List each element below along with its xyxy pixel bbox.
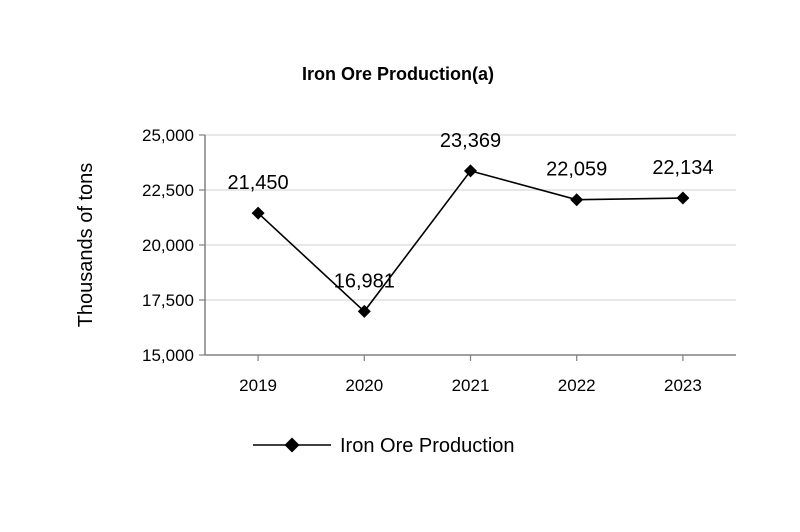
data-label: 22,134 bbox=[652, 157, 713, 179]
legend-label: Iron Ore Production bbox=[340, 435, 515, 457]
x-tick-label: 2023 bbox=[664, 376, 702, 395]
y-tick-label: 25,000 bbox=[142, 126, 194, 145]
y-tick-label: 20,000 bbox=[142, 236, 194, 255]
data-point-marker bbox=[464, 164, 477, 178]
data-point-marker bbox=[251, 206, 265, 220]
data-label: 16,981 bbox=[334, 270, 395, 292]
x-tick-label: 2019 bbox=[239, 376, 277, 395]
y-tick-label: 22,500 bbox=[142, 181, 194, 200]
legend: Iron Ore Production bbox=[253, 435, 515, 457]
y-tick-labels: 15,000 17,500 20,000 22,500 25,000 bbox=[142, 126, 194, 365]
series bbox=[251, 164, 690, 318]
y-tick-label: 17,500 bbox=[142, 291, 194, 310]
y-tick-label: 15,000 bbox=[142, 346, 194, 365]
x-tick-label: 2022 bbox=[558, 376, 596, 395]
y-axis-label: Thousands of tons bbox=[75, 163, 97, 328]
data-point-marker bbox=[570, 193, 584, 207]
data-label: 23,369 bbox=[440, 130, 501, 152]
x-tick-labels: 2019 2020 2021 2022 2023 bbox=[239, 376, 702, 395]
x-tick-label: 2020 bbox=[345, 376, 383, 395]
data-point-marker bbox=[357, 304, 371, 318]
data-labels: 21,450 16,981 23,369 22,059 22,134 bbox=[228, 130, 714, 293]
series-line bbox=[257, 169, 683, 313]
chart-title: Iron Ore Production(a) bbox=[302, 64, 494, 84]
data-label: 22,059 bbox=[546, 159, 607, 181]
x-tick-label: 2021 bbox=[452, 376, 490, 395]
legend-marker-diamond-icon bbox=[284, 437, 300, 453]
axes bbox=[199, 134, 736, 361]
data-point-marker bbox=[676, 191, 690, 205]
data-label: 21,450 bbox=[228, 172, 289, 194]
